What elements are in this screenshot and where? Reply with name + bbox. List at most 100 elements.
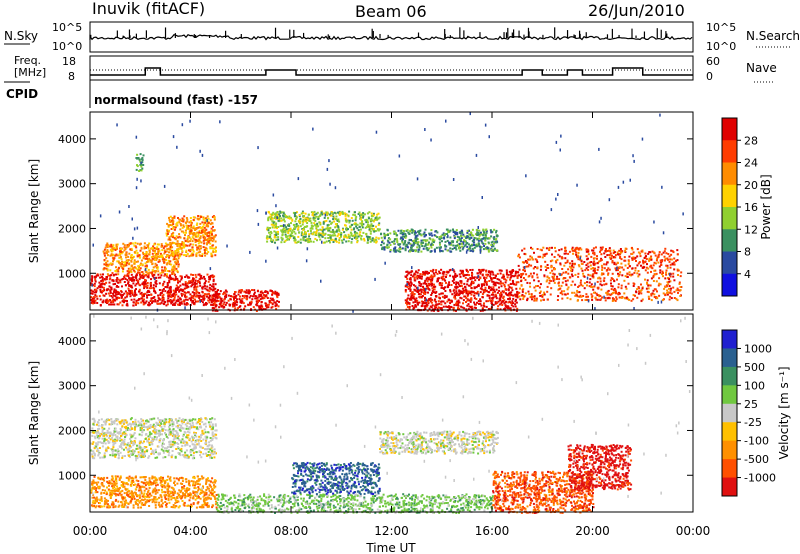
scatter-cell bbox=[345, 240, 348, 243]
scatter-cell bbox=[198, 273, 201, 276]
scatter-cell bbox=[197, 242, 200, 245]
scatter-cell bbox=[453, 235, 456, 238]
scatter-cell bbox=[169, 260, 172, 263]
scatter-cell bbox=[484, 237, 487, 240]
scatter-cell bbox=[134, 284, 137, 287]
scatter-cell bbox=[141, 161, 144, 164]
scatter-cell bbox=[614, 299, 617, 302]
scatter-cell bbox=[320, 229, 323, 231]
scatter-cell bbox=[420, 296, 423, 299]
scatter-cell bbox=[481, 284, 483, 287]
scatter-cell bbox=[165, 256, 168, 259]
scatter-cell bbox=[171, 246, 174, 249]
scatter-cell bbox=[652, 280, 655, 282]
scatter-cell bbox=[365, 232, 368, 235]
scatter-cell bbox=[214, 309, 217, 312]
scatter-cell bbox=[501, 300, 504, 303]
scatter-cell bbox=[198, 239, 201, 242]
scatter-cell bbox=[285, 226, 288, 229]
scatter-cell bbox=[107, 274, 110, 277]
scatter-cell bbox=[329, 241, 331, 244]
scatter-cell bbox=[213, 301, 216, 304]
scatter-cell bbox=[188, 228, 191, 231]
scatter-cell bbox=[100, 283, 103, 286]
scatter-cell bbox=[427, 283, 430, 286]
scatter-cell bbox=[512, 281, 515, 284]
scatter-cell bbox=[539, 294, 542, 297]
scatter-cell bbox=[150, 259, 153, 262]
scatter-cell bbox=[132, 304, 135, 307]
scatter-cell bbox=[267, 227, 270, 230]
scatter-cell bbox=[155, 252, 158, 255]
scatter-cell bbox=[179, 245, 182, 247]
scatter-cell bbox=[338, 220, 341, 223]
scatter-cell bbox=[605, 291, 608, 294]
scatter-cell bbox=[416, 277, 419, 280]
scatter-cell bbox=[430, 232, 433, 235]
scatter-cell bbox=[485, 283, 488, 286]
scatter-cell bbox=[372, 224, 375, 227]
scatter-cell bbox=[312, 212, 314, 215]
scatter-cell bbox=[548, 282, 551, 285]
scatter-cell bbox=[121, 251, 124, 253]
scatter-cell bbox=[191, 240, 194, 243]
scatter-cell bbox=[103, 248, 106, 251]
scatter-cell bbox=[347, 214, 350, 217]
scatter-cell bbox=[430, 284, 433, 287]
scatter-cell bbox=[185, 298, 187, 301]
scatter-cell bbox=[525, 273, 528, 276]
scatter-cell bbox=[365, 235, 368, 238]
scatter-cell bbox=[115, 245, 118, 248]
scatter-cell bbox=[456, 300, 459, 303]
scatter-cell bbox=[115, 279, 118, 281]
scatter-cell bbox=[166, 300, 169, 303]
scatter-cell bbox=[308, 239, 311, 242]
scatter-cell bbox=[470, 231, 472, 234]
scatter-cell bbox=[198, 297, 201, 299]
scatter-cell bbox=[428, 272, 430, 274]
scatter-cell bbox=[197, 233, 200, 236]
scatter-cell bbox=[533, 295, 536, 298]
scatter-cell bbox=[99, 283, 102, 286]
scatter-cell bbox=[102, 294, 105, 297]
scatter-cell bbox=[197, 215, 200, 217]
scatter-cell bbox=[676, 269, 679, 272]
scatter-cell bbox=[363, 237, 365, 240]
scatter-cell bbox=[269, 297, 272, 300]
scatter-cell bbox=[483, 245, 486, 247]
scatter-cell bbox=[191, 291, 194, 294]
scatter-cell bbox=[668, 260, 671, 263]
scatter-cell bbox=[188, 297, 191, 300]
scatter-cell bbox=[203, 294, 206, 297]
scatter-cell bbox=[644, 269, 647, 272]
scatter-cell bbox=[508, 286, 511, 289]
scatter-cell bbox=[531, 247, 534, 250]
scatter-cell bbox=[131, 291, 134, 294]
scatter-cell bbox=[667, 283, 670, 286]
scatter-cell bbox=[287, 238, 290, 241]
scatter-cell bbox=[115, 285, 118, 288]
scatter-cell bbox=[593, 291, 595, 294]
scatter-cell bbox=[503, 277, 505, 280]
scatter-cell bbox=[218, 292, 221, 295]
beam-title: Beam 06 bbox=[355, 2, 427, 21]
scatter-cell bbox=[136, 271, 139, 274]
scatter-cell bbox=[290, 231, 293, 234]
scatter-cell bbox=[414, 250, 417, 253]
scatter-cell bbox=[661, 259, 664, 262]
scatter-cell bbox=[612, 249, 615, 252]
scatter-cell bbox=[486, 274, 489, 277]
scatter-cell bbox=[564, 252, 567, 255]
scatter-cell bbox=[441, 240, 443, 243]
scatter-cell bbox=[324, 232, 327, 235]
scatter-cell bbox=[657, 255, 660, 258]
scatter-cell bbox=[461, 292, 464, 295]
scatter-cell bbox=[297, 226, 300, 229]
scatter-cell bbox=[282, 228, 284, 231]
scatter-cell bbox=[134, 292, 137, 295]
scatter-cell bbox=[295, 223, 298, 225]
scatter-cell bbox=[270, 306, 273, 309]
scatter-cell bbox=[271, 291, 274, 294]
scatter-cell bbox=[96, 302, 99, 304]
scatter-cell bbox=[208, 278, 211, 281]
